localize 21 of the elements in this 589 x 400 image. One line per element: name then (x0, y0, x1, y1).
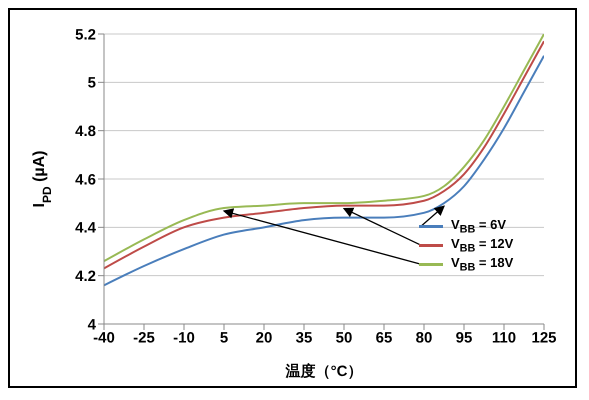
x-tick-label: 35 (296, 330, 312, 347)
legend-label: V$_{BB}$ = 18V (451, 254, 514, 274)
y-tick-label: 4.8 (75, 122, 96, 140)
y-tick-label: 4.2 (75, 268, 96, 285)
x-tick-label: 65 (376, 330, 392, 347)
y-tick-label: 5 (88, 74, 96, 92)
x-tick-label: 50 (336, 330, 352, 347)
x-tick-label: 80 (416, 330, 432, 347)
y-tick-label: 4.4 (75, 220, 97, 237)
x-tick-label: 125 (531, 330, 557, 347)
x-axis-title: 温度（°C） (284, 362, 362, 380)
x-tick-label: 5 (220, 330, 228, 347)
legend-label: V$_{BB}$ = 6V (451, 216, 506, 236)
x-tick-label: 20 (256, 330, 272, 347)
y-tick-label: 4.6 (75, 171, 96, 188)
y-tick-label: 5.2 (75, 26, 96, 44)
legend-label: V$_{BB}$ = 12V (451, 236, 514, 254)
x-tick-label: -10 (173, 330, 195, 347)
x-tick-label: 110 (492, 330, 516, 347)
x-tick-label: -25 (133, 330, 155, 347)
x-tick-label: 95 (456, 330, 472, 347)
